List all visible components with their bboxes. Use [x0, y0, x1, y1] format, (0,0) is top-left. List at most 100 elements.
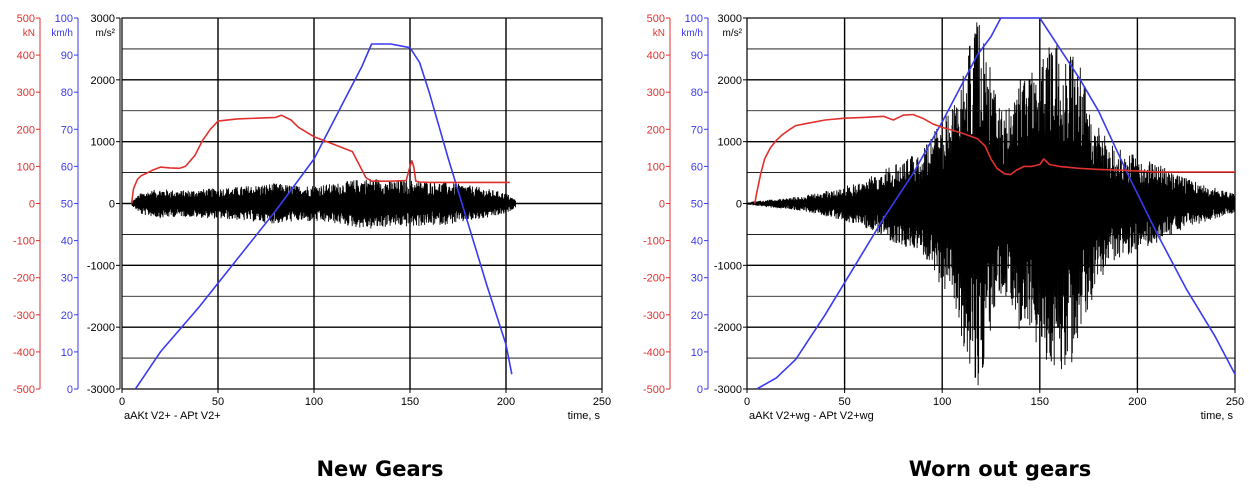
y-tick-label: 10: [61, 347, 73, 359]
y-tick-label: 90: [691, 50, 703, 62]
y-tick-label: 30: [61, 273, 73, 285]
y-tick-label: 200: [647, 124, 665, 136]
chart-worn-gears: 5004003002001000-100-200-300-400-500kN10…: [643, 13, 1244, 422]
y-tick-label: -3000: [714, 384, 742, 396]
chart-panel-worn-gears: 500 400 300 200 100 0 -100 -200 -300 -400 -500 kN 10…: [625, 0, 1249, 489]
y-tick-label: -100: [643, 236, 665, 248]
y-tick-label: 0: [736, 199, 742, 211]
y-axis-acceleration: 3000 2000 1000 0 -1000 -2000 -3000 m/s²: [714, 13, 748, 396]
y-tick-label: 400: [647, 50, 665, 62]
y-tick-label: 1000: [91, 137, 115, 149]
y-tick-label: -400: [13, 347, 35, 359]
y-tick-label: 0: [109, 199, 115, 211]
y-tick-label: 300: [647, 87, 665, 99]
force-line-series: [130, 114, 510, 204]
y-tick-label: 0: [697, 384, 703, 396]
y-tick-label: 10: [691, 347, 703, 359]
series-label: aAKt V2+wg - APt V2+wg: [749, 410, 874, 422]
caption-worn-gears: Worn out gears: [908, 457, 1092, 481]
x-tick-label: 150: [1031, 396, 1049, 408]
y-axis-unit: km/h: [681, 28, 703, 39]
y-tick-label: 3000: [718, 13, 742, 25]
y-tick-label: -1000: [714, 260, 742, 272]
y-tick-label: 70: [61, 124, 73, 136]
y-axis-acceleration: 3000 2000 1000 0 -1000 -2000 -3000 m/s²: [87, 13, 121, 396]
y-tick-label: 20: [691, 310, 703, 322]
series-label: aAKt V2+ - APt V2+: [124, 410, 221, 422]
x-tick-label: 0: [744, 396, 750, 408]
caption-new-gears: New Gears: [316, 457, 444, 481]
x-tick-label: 250: [593, 396, 611, 408]
y-axis-unit: m/s²: [96, 28, 116, 39]
y-tick-label: 3000: [91, 13, 115, 25]
y-tick-label: 60: [61, 161, 73, 173]
y-tick-label: 500: [647, 13, 665, 25]
y-tick-label: -400: [643, 347, 665, 359]
y-tick-label: -200: [643, 273, 665, 285]
y-tick-label: 300: [17, 87, 35, 99]
y-tick-label: 40: [691, 236, 703, 248]
x-axis: 0 50 100 150 200 250 time, s aAKt V2+wg - APt V…: [744, 389, 1244, 422]
y-tick-label: 2000: [718, 75, 742, 87]
y-tick-label: 0: [659, 199, 665, 211]
x-tick-label: 150: [401, 396, 419, 408]
y-tick-label: 50: [691, 199, 703, 211]
x-tick-label: 200: [497, 396, 515, 408]
y-tick-label: -300: [643, 310, 665, 322]
y-tick-label: 20: [61, 310, 73, 322]
x-tick-label: 200: [1128, 396, 1146, 408]
y-tick-label: 500: [17, 13, 35, 25]
y-tick-label: 90: [61, 50, 73, 62]
y-tick-label: -1000: [87, 260, 115, 272]
y-tick-label: 60: [691, 161, 703, 173]
y-tick-label: 80: [61, 87, 73, 99]
y-tick-label: 100: [647, 161, 665, 173]
x-tick-label: 50: [838, 396, 850, 408]
x-tick-label: 0: [119, 396, 125, 408]
x-axis-label: time, s: [568, 410, 601, 422]
chart-panel-new-gears: 500 400 300 200 100 0 -100 -200 -300 -400 -500 kN 10…: [0, 0, 620, 489]
y-axis-unit: m/s²: [723, 28, 743, 39]
y-tick-label: 30: [691, 273, 703, 285]
x-tick-label: 250: [1226, 396, 1244, 408]
y-tick-label: 1000: [718, 137, 742, 149]
x-axis-label: time, s: [1201, 410, 1234, 422]
y-tick-label: -2000: [87, 322, 115, 334]
y-tick-label: 40: [61, 236, 73, 248]
y-tick-label: 200: [17, 124, 35, 136]
y-tick-label: 50: [61, 199, 73, 211]
x-tick-label: 100: [933, 396, 951, 408]
y-axis-unit: kN: [653, 28, 665, 39]
y-tick-label: 400: [17, 50, 35, 62]
speed-line-series: [134, 43, 513, 390]
y-axis-unit: km/h: [51, 28, 73, 39]
y-tick-label: 100: [55, 13, 73, 25]
y-tick-label: 0: [29, 199, 35, 211]
y-axis-unit: kN: [23, 28, 35, 39]
y-axis-force: 500 400 300 200 100 0 -100 -200 -300 -400 -500 kN: [13, 13, 41, 396]
acceleration-vibration-series: [131, 178, 517, 229]
grid-lines: [122, 18, 602, 389]
y-tick-label: -300: [13, 310, 35, 322]
acceleration-vibration-series: [746, 22, 1236, 386]
x-axis: 0 50 100 150 200 250 time, s aAKt V2+ - APt V2+: [119, 389, 611, 422]
y-tick-label: 2000: [91, 75, 115, 87]
y-tick-label: -500: [643, 384, 665, 396]
force-line-series: [754, 113, 1235, 204]
y-axis-force: 500 400 300 200 100 0 -100 -200 -300 -400 -500 kN: [643, 13, 671, 396]
y-tick-label: 100: [685, 13, 703, 25]
speed-line-series: [756, 17, 1236, 390]
y-tick-label: 0: [67, 384, 73, 396]
x-tick-label: 50: [212, 396, 224, 408]
chart-new-gears: 5004003002001000-100-200-300-400-500kN10…: [13, 13, 611, 422]
y-tick-label: -200: [13, 273, 35, 285]
y-tick-label: -500: [13, 384, 35, 396]
y-tick-label: 100: [17, 161, 35, 173]
y-tick-label: 70: [691, 124, 703, 136]
y-tick-label: -2000: [714, 322, 742, 334]
y-tick-label: -3000: [87, 384, 115, 396]
x-tick-label: 100: [305, 396, 323, 408]
y-tick-label: -100: [13, 236, 35, 248]
